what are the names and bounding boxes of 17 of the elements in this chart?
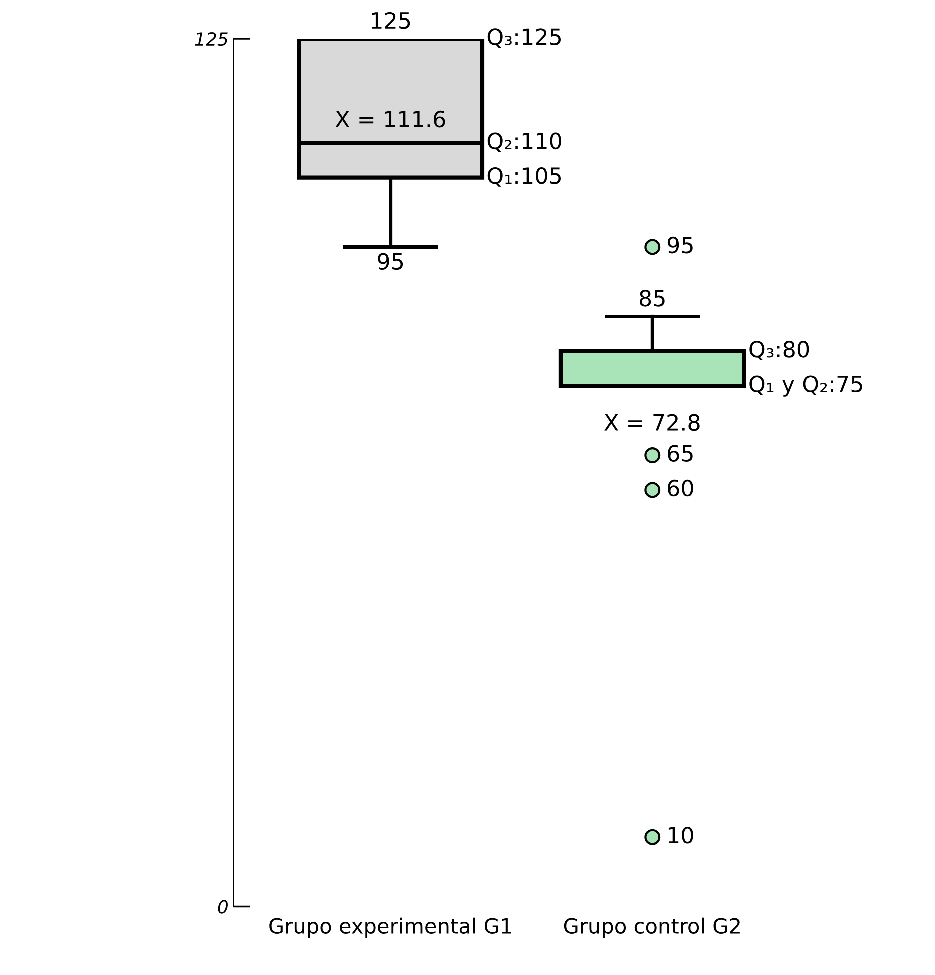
annotation: 95 <box>378 253 404 270</box>
x-tick-label: Grupo experimental G1 <box>270 918 512 938</box>
annotation: 125 <box>372 12 410 30</box>
annotation: Q₁ y Q₂:75 <box>750 376 862 397</box>
annotation: Q₁:105 <box>488 167 561 187</box>
annotation: 85 <box>640 290 665 307</box>
y-tick-label: 0 <box>218 900 228 914</box>
annotation: 95 <box>668 236 693 254</box>
annotation: Q₂:110 <box>488 132 562 152</box>
annotation: X = 111.6 <box>336 110 446 128</box>
x-tick-label: Grupo control G2 <box>564 918 740 938</box>
annotation: 65 <box>668 445 693 462</box>
annotation: Q₃:125 <box>488 28 561 48</box>
annotation: Q₃:80 <box>750 341 810 360</box>
annotation: 60 <box>668 480 694 497</box>
annotation: X = 72.8 <box>604 414 700 432</box>
annotation: 10 <box>668 826 694 844</box>
